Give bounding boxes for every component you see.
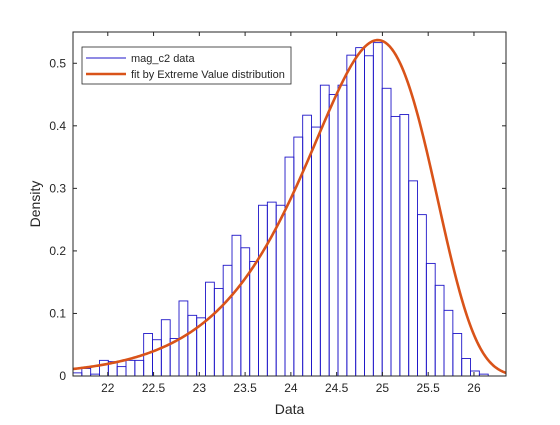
legend-box xyxy=(81,46,292,85)
x-tick-label: 22.5 xyxy=(142,381,166,395)
legend: mag_c2 data fit by Extreme Value distrib… xyxy=(81,46,292,85)
y-axis-label: Density xyxy=(27,181,43,228)
legend-fit-label: fit by Extreme Value distribution xyxy=(131,69,285,81)
y-tick-label: 0.5 xyxy=(49,56,66,70)
x-tick-label: 24 xyxy=(284,381,298,395)
y-tick-label: 0.3 xyxy=(49,181,66,195)
x-tick-label: 24.5 xyxy=(325,381,349,395)
x-tick-label: 25 xyxy=(376,381,390,395)
x-tick-label: 25.5 xyxy=(417,381,441,395)
x-axis-ticks: 22 22.5 23 23.5 24 24.5 25 25.5 26 xyxy=(101,32,481,395)
x-tick-label: 23 xyxy=(193,381,207,395)
y-tick-label: 0.4 xyxy=(49,119,66,133)
x-tick-label: 23.5 xyxy=(233,381,257,395)
legend-histogram-label: mag_c2 data xyxy=(131,53,195,65)
axes-frame xyxy=(72,31,507,377)
x-tick-label: 26 xyxy=(467,381,481,395)
y-tick-label: 0.2 xyxy=(49,244,66,258)
fit-curve xyxy=(72,38,507,375)
x-axis-label: Data xyxy=(275,401,305,417)
y-tick-label: 0 xyxy=(59,369,66,383)
y-axis-ticks: 0 0.1 0.2 0.3 0.4 0.5 xyxy=(49,56,506,383)
x-tick-label: 22 xyxy=(101,381,115,395)
y-tick-label: 0.1 xyxy=(49,306,66,320)
